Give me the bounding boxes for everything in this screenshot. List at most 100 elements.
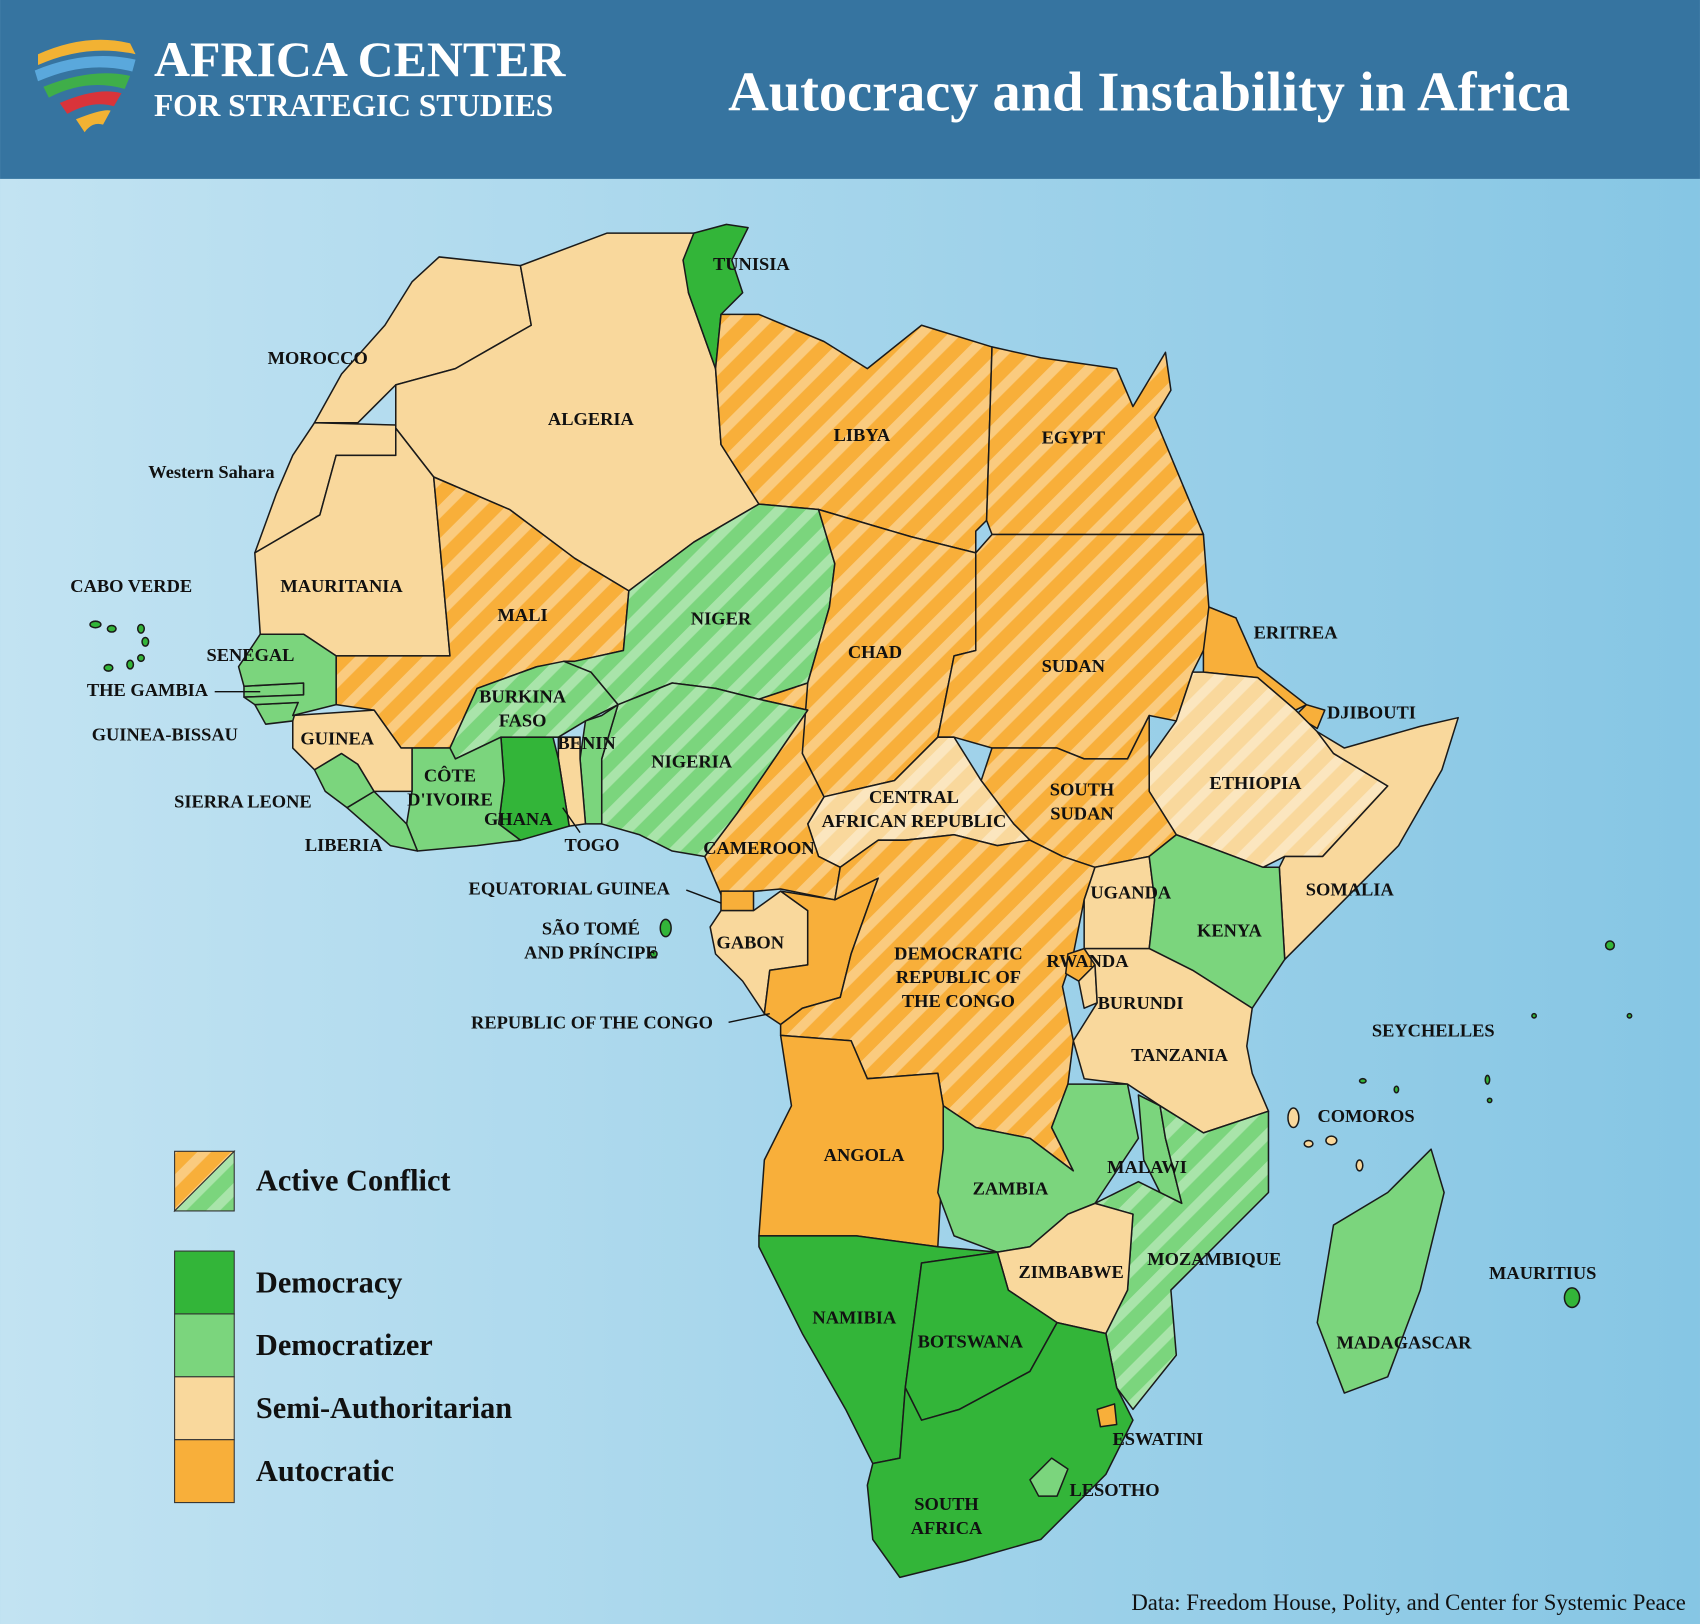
island [136, 654, 146, 663]
country [937, 1083, 1140, 1253]
country-label: LESOTHO [1070, 1480, 1160, 1500]
country-label: AFRICA [911, 1518, 983, 1538]
legend-swatch [174, 1250, 235, 1315]
countries [89, 223, 1633, 1579]
country-label: AFRICAN REPUBLIC [822, 811, 1007, 831]
island [1393, 1085, 1400, 1094]
country-label: GUINEA-BISSAU [92, 724, 238, 744]
country-label: Western Sahara [148, 462, 274, 482]
country-label: BURUNDI [1098, 993, 1184, 1013]
country-label: LIBERIA [305, 835, 383, 855]
country-label: SÃO TOMÉ [542, 917, 640, 938]
country [1096, 1403, 1118, 1428]
country-label: BURKINA [479, 686, 567, 706]
country-label: MADAGASCAR [1336, 1333, 1472, 1353]
legend-label: Active Conflict [256, 1163, 451, 1197]
country-label: MALAWI [1107, 1157, 1187, 1177]
title: Autocracy and Instability in Africa [728, 62, 1570, 124]
header-bar [0, 0, 1700, 179]
island [1355, 1159, 1364, 1172]
country-label: FASO [499, 710, 547, 730]
country [1294, 703, 1326, 730]
legend-swatch [174, 1313, 235, 1378]
country-label: THE GAMBIA [87, 680, 209, 700]
country-label: ESWATINI [1113, 1429, 1204, 1449]
island [1303, 1139, 1314, 1148]
island [141, 636, 150, 647]
country [1278, 716, 1459, 961]
country-label: LIBYA [834, 425, 891, 445]
country-label: AND PRÍNCIPE [524, 941, 657, 962]
legend: Active Conflict Democracy Democratizer Semi… [173, 1150, 512, 1504]
labels: MOROCCO ALGERIA Western Sahara MAURITANIA MA… [70, 254, 1596, 1538]
country-label: GUINEA [300, 729, 374, 749]
legend-swatch-conflict [173, 1150, 235, 1212]
legend-label: Democratizer [256, 1328, 433, 1362]
country [720, 890, 755, 912]
leader-lines [214, 690, 770, 1024]
country [866, 1321, 1134, 1579]
island [1626, 1012, 1633, 1019]
legend-label: Semi-Authoritarian [256, 1391, 512, 1425]
country-label: SUDAN [1050, 803, 1114, 823]
country-label: RWANDA [1046, 951, 1129, 971]
country-label: CHAD [848, 642, 902, 662]
island [136, 623, 146, 634]
island [1325, 1135, 1338, 1146]
source-note: Data: Freedom House, Polity, and Center … [1131, 1590, 1685, 1615]
country-label: MAURITIUS [1489, 1263, 1596, 1283]
country [237, 633, 337, 717]
country-label: ERITREA [1254, 622, 1339, 642]
island [649, 950, 658, 959]
country-label: MAURITANIA [280, 576, 403, 596]
country-label: THE CONGO [902, 991, 1015, 1011]
country-label: EQUATORIAL GUINEA [469, 878, 671, 898]
island [1358, 1077, 1367, 1084]
country [1029, 1457, 1069, 1497]
country-label: SUDAN [1042, 656, 1106, 676]
country-label: SEYCHELLES [1372, 1020, 1495, 1040]
country-label: SIERRA LEONE [174, 792, 312, 812]
country-label: BENIN [557, 733, 616, 753]
country-label: SOUTH [914, 1494, 979, 1514]
country-label: NIGERIA [651, 751, 733, 771]
country-label: NIGER [691, 608, 752, 628]
country-label: ANGOLA [824, 1145, 905, 1165]
legend-swatch [174, 1376, 235, 1441]
country-label: TUNISIA [713, 254, 790, 274]
logo [34, 39, 136, 133]
country-label: GABON [717, 932, 785, 952]
country-label: NAMIBIA [812, 1308, 897, 1328]
country-label: GHANA [484, 809, 553, 829]
country-label: CAMEROON [703, 838, 815, 858]
country [292, 709, 413, 793]
island [106, 624, 117, 633]
country-label: TOGO [565, 835, 620, 855]
country-label: CÔTE [424, 765, 476, 786]
country-label: ZIMBABWE [1018, 1262, 1123, 1282]
country-label: TANZANIA [1131, 1045, 1229, 1065]
country-label: EGYPT [1042, 427, 1105, 447]
island [89, 620, 102, 629]
country-label: DEMOCRATIC [894, 943, 1023, 963]
country-label: ALGERIA [548, 409, 635, 429]
country-label: COMOROS [1317, 1106, 1414, 1126]
island [103, 663, 114, 672]
country-label: MOZAMBIQUE [1147, 1249, 1281, 1269]
country-label: MOROCCO [268, 348, 368, 368]
country-label: REPUBLIC OF THE CONGO [471, 1013, 713, 1033]
island [1486, 1097, 1493, 1104]
country-label: D'IVOIRE [407, 789, 493, 809]
legend-label: Autocratic [256, 1454, 394, 1488]
legend-label: Democracy [256, 1265, 403, 1299]
country-label: REPUBLIC OF [896, 967, 1021, 987]
country [682, 223, 749, 370]
island [1563, 1287, 1581, 1309]
country-label: DJIBOUTI [1327, 703, 1416, 723]
country-label: BOTSWANA [918, 1331, 1024, 1351]
island [126, 659, 135, 670]
country-label: MALI [498, 605, 548, 625]
country-label: KENYA [1197, 921, 1262, 941]
